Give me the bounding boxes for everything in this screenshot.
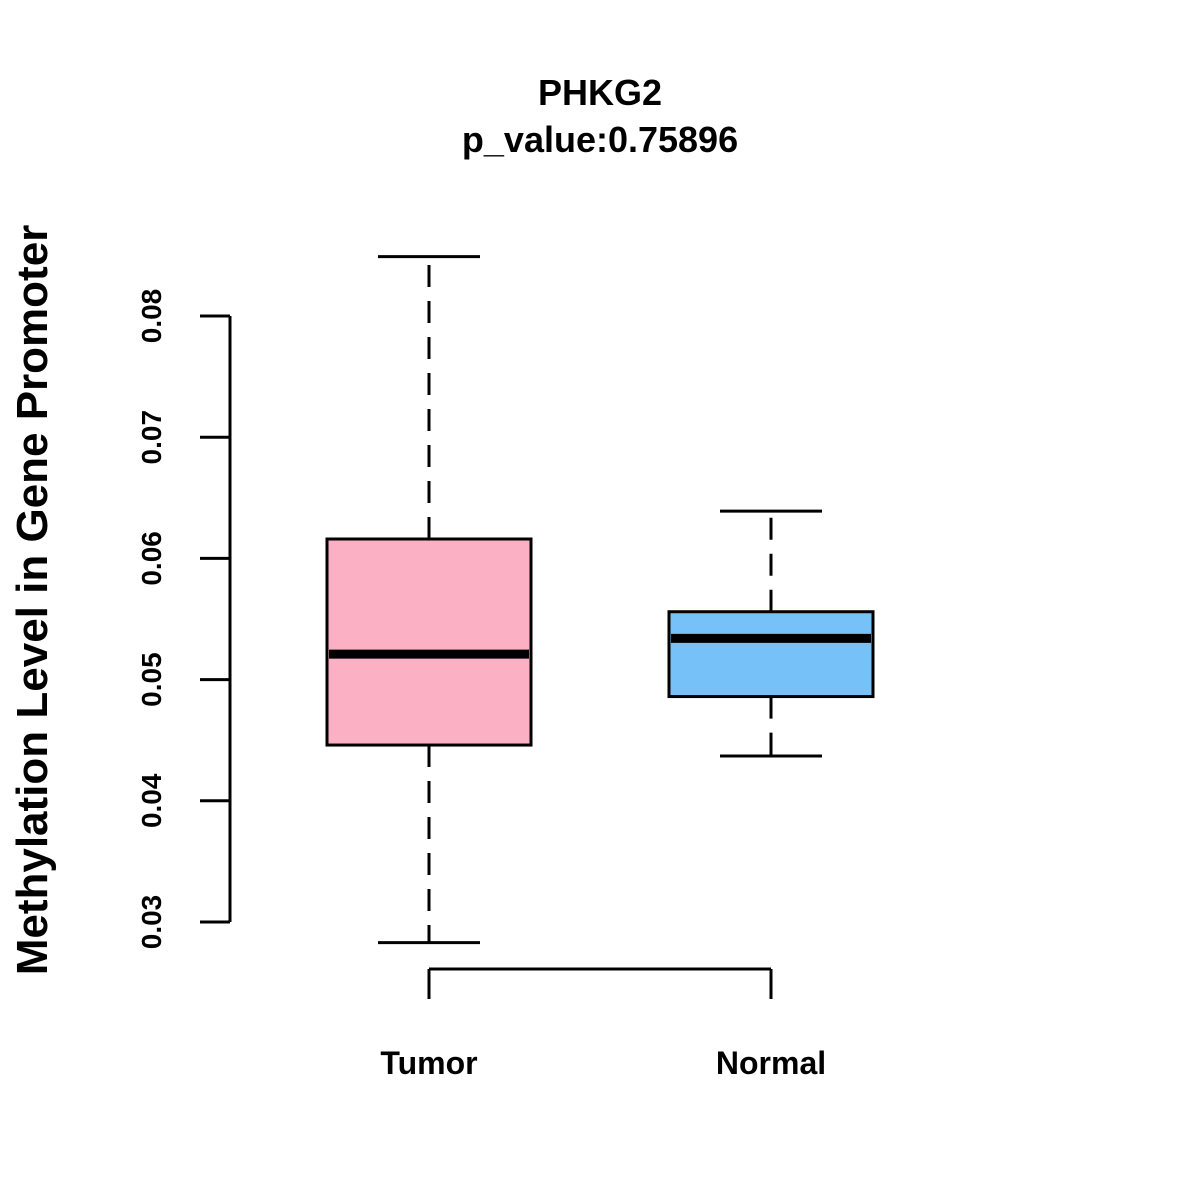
box-group-normal	[667, 509, 875, 758]
box-group-tumor	[325, 255, 533, 945]
y-tick-label: 0.06	[136, 531, 167, 586]
iqr-box	[325, 537, 533, 747]
chart-subtitle: p_value:0.75896	[462, 119, 738, 160]
y-tick-label: 0.04	[136, 773, 167, 828]
x-tick-label: Normal	[716, 1045, 826, 1081]
y-tick-label: 0.08	[136, 289, 167, 344]
x-axis: Tumor Normal	[380, 967, 826, 1081]
iqr-box	[667, 610, 875, 699]
x-tick-label: Tumor	[380, 1045, 477, 1081]
boxes	[325, 255, 875, 945]
y-axis-label: Methylation Level in Gene Promoter	[8, 225, 57, 976]
y-tick-label: 0.07	[136, 410, 167, 465]
y-axis: 0.03 0.04 0.05 0.06 0.07 0.08	[136, 289, 232, 950]
y-tick-label: 0.03	[136, 895, 167, 950]
chart-title: PHKG2	[538, 72, 662, 113]
y-tick-label: 0.05	[136, 652, 167, 707]
